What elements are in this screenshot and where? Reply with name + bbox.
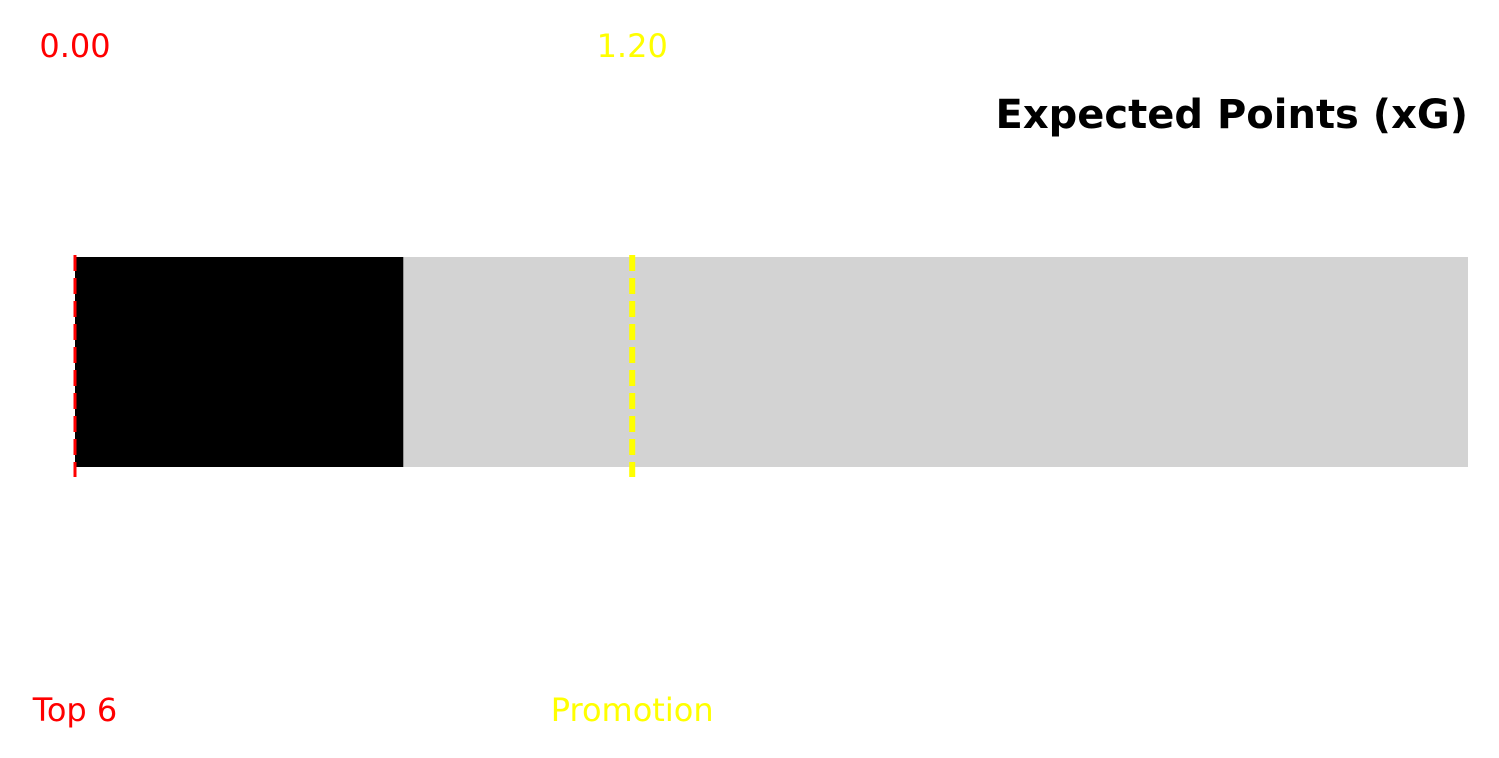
value-bar bbox=[75, 257, 404, 467]
chart-title: Expected Points (xG) bbox=[996, 92, 1468, 138]
threshold-markers: 0.00 Top 6 1.20 Promotion bbox=[32, 27, 714, 729]
threshold-label-promotion: Promotion bbox=[551, 691, 714, 729]
threshold-label-top-6: Top 6 bbox=[32, 691, 118, 729]
threshold-value-top-6: 0.00 bbox=[39, 27, 110, 65]
threshold-value-promotion: 1.20 bbox=[597, 27, 668, 65]
